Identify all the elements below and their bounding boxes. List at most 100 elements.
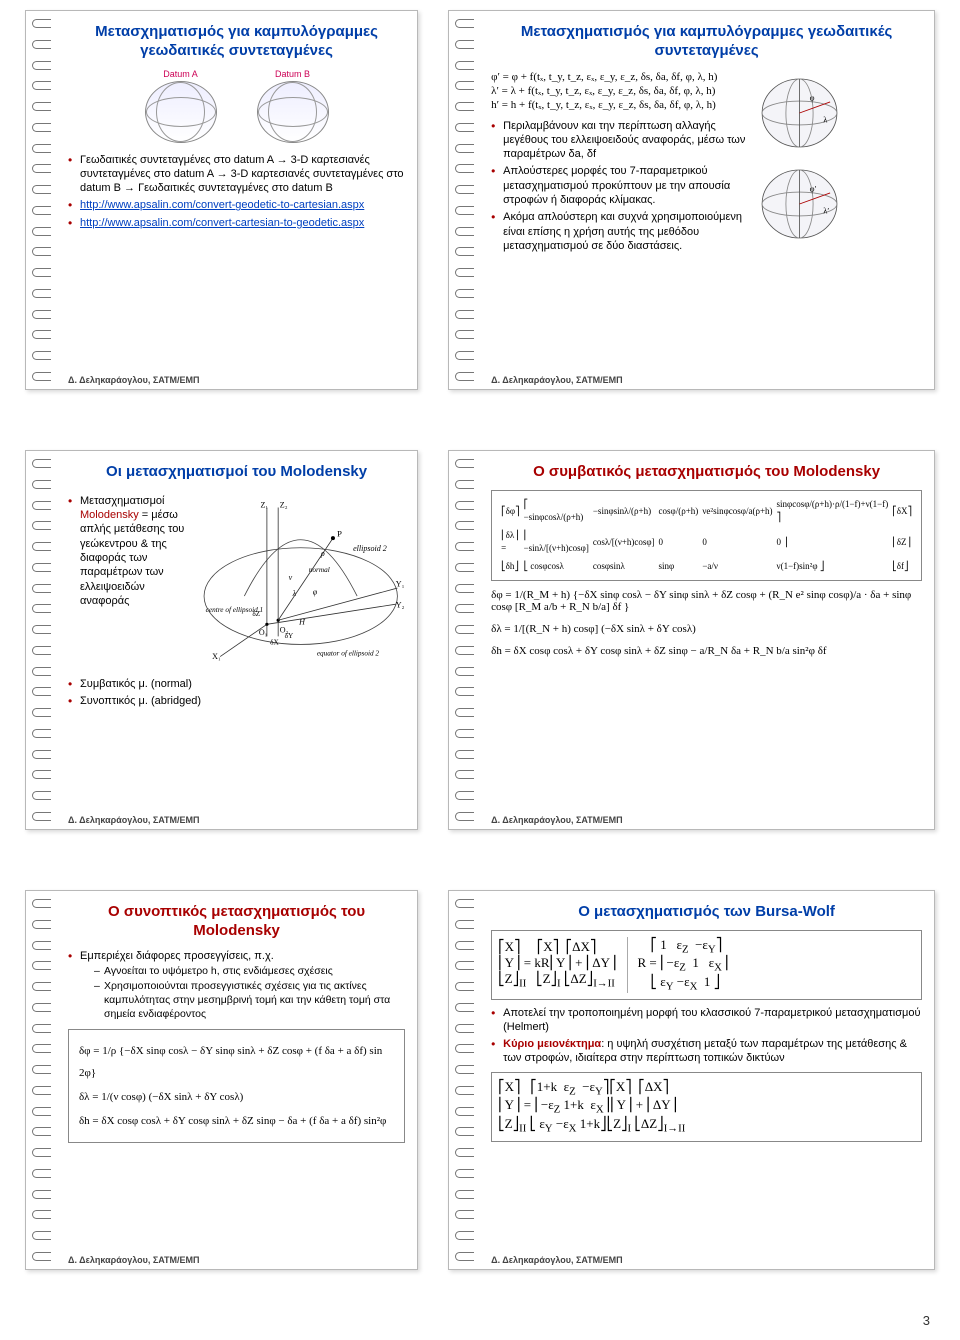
globe-icon [145,81,217,143]
svg-text:P: P [337,528,342,538]
equation: δh = δX cosφ cosλ + δY cosφ sinλ + δZ si… [491,645,922,657]
bullet-item: Κύριο μειονέκτημα: η υψηλή συσχέτιση μετ… [491,1037,922,1066]
slide-title: Οι μετασχηματισμοί του Molodensky [68,463,405,482]
text: Κύριο μειονέκτημα [503,1038,601,1050]
page-number: 3 [923,1313,930,1328]
equation: λ′ = λ + f(tₓ, t_y, t_z, εₓ, ε_y, ε_z, δ… [491,85,748,97]
bullet-list: Εμπεριέχει διάφορες προσεγγίσεις, π.χ. Α… [68,949,405,1022]
datum-b-label: Datum B [275,69,310,79]
spiral-binding [455,899,475,1261]
svg-text:X₁: X₁ [212,652,221,661]
spiral-binding [455,459,475,821]
sphere-column: λ φ λ′ φ′ [757,69,922,257]
text-column: Μετασχηματισμοί Molodensky = μέσω απλής … [68,490,188,673]
slide-5: Ο συνοπτικός μετασχηματισμός του Moloden… [25,890,418,1270]
slide-title: Ο μετασχηματισμός των Bursa-Wolf [491,903,922,922]
datum-a: Datum A [145,69,217,145]
svg-text:ρ: ρ [320,549,325,558]
equation: δλ = 1/(ν cosφ) (−δX sinλ + δY cosλ) [79,1086,394,1108]
bullet-item: Μετασχηματισμοί Molodensky = μέσω απλής … [68,494,188,608]
slide-2: Μετασχηματισμός για καμπυλόγραμμες γεωδα… [448,10,935,390]
equation: h′ = h + f(tₓ, t_y, t_z, εₓ, ε_y, ε_z, δ… [491,99,748,111]
matrix-box: ⎡δφ⎤⎡ −sinφcosλ/(ρ+h)−sinφsinλ/(ρ+h)cosφ… [491,490,922,582]
bullet-list: Περιλαμβάνουν και την περίπτωση αλλαγής … [491,119,748,254]
page: Μετασχηματισμός για καμπυλόγραμμες γεωδα… [0,0,960,1340]
text: Molodensky [80,509,139,521]
slide-3: Οι μετασχηματισμοί του Molodensky Μετασχ… [25,450,418,830]
slide-footer: Δ. Δεληκαράογλου, ΣΑΤΜ/ΕΜΠ [68,815,200,825]
datum-diagram-row: Datum A Datum B [68,69,405,145]
sub-item: Αγνοείται το υψόμετρο h, στις ενδιάμεσες… [94,965,405,979]
spiral-binding [32,19,52,381]
equation: φ′ = φ + f(tₓ, t_y, t_z, εₓ, ε_y, ε_z, δ… [491,71,748,83]
slide-footer: Δ. Δεληκαράογλου, ΣΑΤΜ/ΕΜΠ [491,375,623,385]
spiral-binding [32,899,52,1261]
matrix-row: ⎡X⎤ ⎡X⎤ ⎡ΔX⎤ ⎢Y⎥ = kR⎢Y⎥ + ⎢ΔY⎥ ⎣Z⎦II ⎣Z… [491,930,922,1000]
bullet-item: Συμβατικός μ. (normal) [68,677,405,691]
ellipsoid-sphere-icon: λ′ φ′ [757,164,842,244]
bullet-item: Εμπεριέχει διάφορες προσεγγίσεις, π.χ. Α… [68,949,405,1022]
datum-a-label: Datum A [163,69,198,79]
svg-text:centre of ellipsoid 1: centre of ellipsoid 1 [205,606,263,614]
bullet-item: Ακόμα απλούστερη και συχνά χρησιμοποιούμ… [491,210,748,253]
bullet-item: Περιλαμβάνουν και την περίπτωση αλλαγής … [491,119,748,162]
slide-grid: Μετασχηματισμός για καμπυλόγραμμες γεωδα… [25,10,935,1270]
spiral-binding [455,19,475,381]
slide-title: Ο συμβατικός μετασχηματισμός του Moloden… [491,463,922,482]
slide-title: Μετασχηματισμός για καμπυλόγραμμες γεωδα… [68,23,405,61]
svg-text:H: H [298,617,306,626]
link[interactable]: http://www.apsalin.com/convert-geodetic-… [80,199,364,211]
slide-title: Ο συνοπτικός μετασχηματισμός του Moloden… [68,903,405,941]
lambda-prime-label: λ′ [823,205,829,215]
equation: δφ = 1/(R_M + h) {−δX sinφ cosλ − δY sin… [491,589,922,613]
slide-6: Ο μετασχηματισμός των Bursa-Wolf ⎡X⎤ ⎡X⎤… [448,890,935,1270]
bullet-item: Συνοπτικός μ. (abridged) [68,694,405,708]
bullet-list: Αποτελεί την τροποποιημένη μορφή του κλα… [491,1006,922,1066]
matrix-3: ⎡X⎤ ⎡1+k εZ −εY⎤⎡X⎤ ⎡ΔX⎤ ⎢Y⎥ = ⎢−εZ 1+k … [491,1072,922,1142]
sub-list: Αγνοείται το υψόμετρο h, στις ενδιάμεσες… [80,965,405,1022]
bullet-list: Μετασχηματισμοί Molodensky = μέσω απλής … [68,494,188,608]
svg-text:Y₁: Y₁ [395,579,404,588]
slide-footer: Δ. Δεληκαράογλου, ΣΑΤΜ/ΕΜΠ [68,1255,200,1265]
svg-text:equator of ellipsoid 2: equator of ellipsoid 2 [317,649,380,657]
svg-text:Z₁: Z₁ [260,500,268,509]
svg-text:Z₂: Z₂ [279,500,287,509]
svg-text:φ: φ [312,587,317,596]
matrix-1: ⎡X⎤ ⎡X⎤ ⎡ΔX⎤ ⎢Y⎥ = kR⎢Y⎥ + ⎢ΔY⎥ ⎣Z⎦II ⎣Z… [498,939,616,990]
text: Εμπεριέχει διάφορες προσεγγίσεις, π.χ. [80,950,274,962]
sub-item: Χρησιμοποιούνται προσεγγιστικές σχέσεις … [94,980,405,1021]
slide-4: Ο συμβατικός μετασχηματισμός του Moloden… [448,450,935,830]
svg-text:Y₂: Y₂ [395,600,404,609]
svg-text:O₁: O₁ [259,628,268,637]
bullet-list: Συμβατικός μ. (normal) Συνοπτικός μ. (ab… [68,677,405,709]
slide-footer: Δ. Δεληκαράογλου, ΣΑΤΜ/ΕΜΠ [491,1255,623,1265]
matrix-2: ⎡ 1 εZ −εY⎤ R = ⎢−εZ 1 εX⎥ ⎣ εY −εX 1 ⎦ [627,937,729,993]
bullet-list: Γεωδαιτικές συντεταγμένες στο datum A → … [68,153,405,230]
ellipsoid-diagram-icon: Z₁ Z₂ Y₁ Y₂ X₁ O₁ O₂ δX δY δZ [196,490,405,670]
svg-text:normal: normal [308,566,329,574]
formula-column: φ′ = φ + f(tₓ, t_y, t_z, εₓ, ε_y, ε_z, δ… [491,69,748,257]
bullet-item: Αποτελεί την τροποποιημένη μορφή του κλα… [491,1006,922,1035]
slide-title: Μετασχηματισμός για καμπυλόγραμμες γεωδα… [491,23,922,61]
text: Μετασχηματισμοί [80,495,164,507]
equation: δh = δX cosφ cosλ + δY cosφ sinλ + δZ si… [79,1110,394,1132]
svg-text:ellipsoid 2: ellipsoid 2 [353,544,387,553]
two-column: Μετασχηματισμοί Molodensky = μέσω απλής … [68,490,405,673]
equation-box: δφ = 1/ρ {−δX sinφ cosλ − δY sinφ sinλ +… [68,1029,405,1143]
svg-text:δY: δY [284,632,293,640]
svg-text:λ: λ [291,589,296,598]
equation: δφ = 1/ρ {−δX sinφ cosλ − δY sinφ sinλ +… [79,1040,394,1084]
bullet-item: Απλούστερες μορφές του 7-παραμετρικού με… [491,164,748,207]
svg-text:δX: δX [270,638,279,646]
slide-1: Μετασχηματισμός για καμπυλόγραμμες γεωδα… [25,10,418,390]
slide-footer: Δ. Δεληκαράογλου, ΣΑΤΜ/ΕΜΠ [68,375,200,385]
svg-text:v: v [288,573,292,582]
globe-icon [257,81,329,143]
bullet-item: http://www.apsalin.com/convert-cartesian… [68,216,405,230]
phi-prime-label: φ′ [809,183,816,193]
link[interactable]: http://www.apsalin.com/convert-cartesian… [80,217,364,229]
slide-footer: Δ. Δεληκαράογλου, ΣΑΤΜ/ΕΜΠ [491,815,623,825]
bullet-item: Γεωδαιτικές συντεταγμένες στο datum A → … [68,153,405,196]
equation: δλ = 1/[(R_N + h) cosφ] (−δX sinλ + δY c… [491,623,922,635]
spiral-binding [32,459,52,821]
